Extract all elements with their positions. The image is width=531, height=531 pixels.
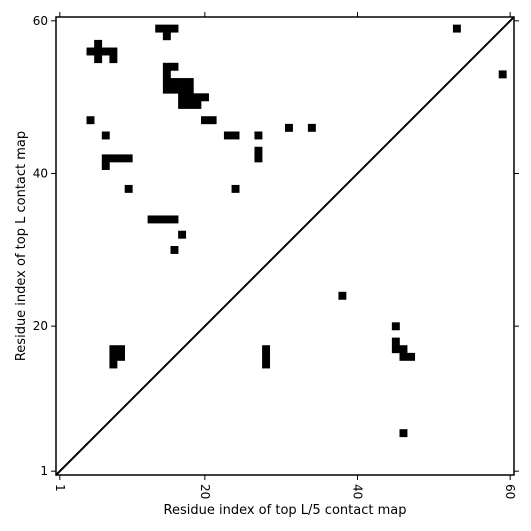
contact-cell-top-l: [170, 215, 179, 224]
contact-cell-top-l: [155, 215, 164, 224]
x-tick-label: 20: [198, 484, 212, 499]
contact-cell-top-l: [262, 345, 271, 354]
contact-cell-top-l: [178, 85, 187, 94]
contact-cell-top-l: [162, 78, 171, 86]
contact-cell-top-l: [86, 116, 95, 125]
contact-cell-top-l: [124, 154, 133, 163]
x-tick-label: 40: [351, 484, 365, 499]
contact-cell-top-l: [162, 70, 171, 79]
contact-cell-top-l5: [391, 337, 400, 346]
contact-cell-top-l5: [399, 345, 408, 354]
contact-cell-top-l: [178, 93, 187, 102]
contact-cell-top-l: [254, 146, 263, 155]
contact-cell-top-l: [94, 47, 103, 56]
y-tick-label: 20: [33, 319, 48, 333]
contact-cell-top-l: [223, 131, 232, 140]
contact-cell-top-l: [101, 131, 110, 140]
plot-frame: [55, 16, 515, 476]
contact-cell-top-l: [155, 24, 164, 33]
contact-cell-top-l: [124, 184, 133, 193]
contact-cell-top-l: [162, 62, 171, 71]
contact-cell-top-l5: [407, 352, 416, 361]
contact-cell-top-l: [231, 184, 240, 193]
contact-cell-top-l: [117, 352, 125, 361]
contact-cell-top-l: [117, 154, 125, 163]
contact-cell-top-l: [162, 32, 171, 41]
contact-cell-top-l: [185, 78, 194, 86]
x-tick-label: 1: [53, 484, 67, 492]
contact-cell-top-l: [162, 215, 171, 224]
contact-cell-top-l: [254, 154, 263, 163]
contact-cell-top-l5: [391, 322, 400, 331]
y-axis-title: Residue index of top L contact map: [14, 131, 29, 361]
contact-cell-top-l: [185, 93, 194, 102]
contact-cell-top-l5: [452, 24, 461, 33]
contact-cell-top-l5: [399, 429, 408, 438]
contact-cell-top-l: [101, 47, 110, 56]
x-tick-label: 60: [503, 484, 517, 499]
contact-cell-top-l: [185, 85, 194, 94]
contact-cell-top-l: [178, 78, 187, 86]
y-tick-label: 60: [33, 14, 48, 28]
contact-cells: [86, 24, 507, 438]
contact-cell-top-l: [86, 47, 95, 56]
contact-cell-top-l: [94, 39, 103, 48]
contact-cell-top-l: [285, 123, 293, 132]
contact-cell-top-l5: [338, 291, 347, 300]
contact-cell-top-l: [170, 62, 179, 71]
contact-cell-top-l: [147, 215, 156, 224]
contact-cell-top-l: [170, 78, 179, 86]
contact-cell-top-l: [262, 360, 271, 369]
y-tick-label: 1: [40, 464, 48, 478]
contact-cell-top-l: [208, 116, 217, 125]
contact-cell-top-l: [178, 230, 187, 239]
contact-cell-top-l: [193, 100, 202, 109]
contact-cell-top-l: [307, 123, 316, 132]
contact-cell-top-l: [185, 100, 194, 109]
contact-cell-top-l: [201, 116, 209, 125]
contact-cell-top-l: [254, 131, 263, 140]
contact-cell-top-l5: [399, 352, 408, 361]
contact-cell-top-l: [109, 154, 118, 163]
contact-cell-top-l: [109, 360, 118, 369]
y-tick-label: 40: [33, 166, 48, 180]
diagonal-line: [55, 16, 515, 476]
contact-cell-top-l: [178, 100, 187, 109]
contact-cell-top-l: [170, 85, 179, 94]
contact-cell-top-l: [170, 24, 179, 33]
contact-cell-top-l: [193, 93, 202, 102]
contact-cell-top-l: [109, 47, 118, 56]
contact-cell-top-l5: [498, 70, 507, 79]
contact-cell-top-l: [170, 246, 179, 254]
contact-cell-top-l: [231, 131, 240, 140]
contact-cell-top-l: [117, 345, 125, 354]
axis-ticks: 1 20 40 60 1 20 40 60: [33, 12, 519, 499]
contact-cell-top-l: [101, 154, 110, 163]
contact-cell-top-l: [101, 162, 110, 170]
contact-cell-top-l5: [391, 345, 400, 354]
contact-cell-top-l: [109, 55, 118, 64]
contact-cell-top-l: [162, 85, 171, 94]
x-axis-title: Residue index of top L/5 contact map: [164, 503, 407, 518]
contact-cell-top-l: [109, 352, 118, 361]
contact-cell-top-l: [109, 345, 118, 354]
contact-cell-top-l: [201, 93, 209, 102]
contact-cell-top-l: [262, 352, 271, 361]
contact-cell-top-l: [162, 24, 171, 33]
contact-cell-top-l: [94, 55, 103, 64]
